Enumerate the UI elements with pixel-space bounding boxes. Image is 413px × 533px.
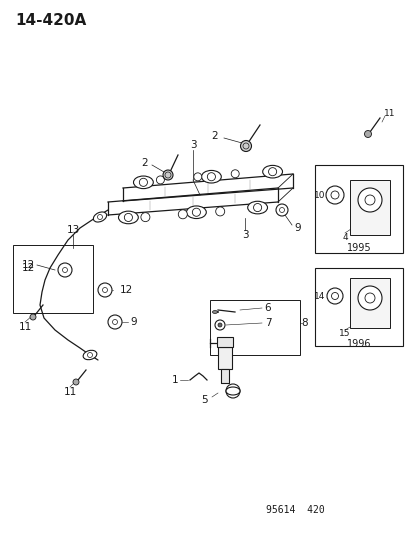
Text: 13: 13 <box>66 225 79 235</box>
Text: 12: 12 <box>120 285 133 295</box>
Circle shape <box>192 208 200 216</box>
Circle shape <box>225 384 240 398</box>
Text: 9: 9 <box>294 223 301 233</box>
Text: 95614  420: 95614 420 <box>265 505 324 515</box>
Text: 3: 3 <box>241 230 248 240</box>
Text: 14: 14 <box>313 292 324 301</box>
Circle shape <box>30 314 36 320</box>
Circle shape <box>108 315 122 329</box>
Text: 3: 3 <box>189 140 196 150</box>
Text: 15: 15 <box>338 328 350 337</box>
Bar <box>314 165 402 253</box>
Bar <box>314 268 402 346</box>
Ellipse shape <box>262 165 282 178</box>
Circle shape <box>112 319 117 325</box>
Circle shape <box>140 213 150 222</box>
Circle shape <box>364 293 374 303</box>
Circle shape <box>364 195 374 205</box>
Bar <box>209 300 299 355</box>
Circle shape <box>363 131 370 138</box>
Circle shape <box>330 191 338 199</box>
Text: 1996: 1996 <box>346 339 370 349</box>
Circle shape <box>357 188 381 212</box>
Text: 6: 6 <box>264 303 271 313</box>
Circle shape <box>279 207 284 213</box>
Circle shape <box>215 207 224 216</box>
Ellipse shape <box>201 171 221 183</box>
Circle shape <box>87 352 92 358</box>
Circle shape <box>240 141 251 151</box>
Ellipse shape <box>212 311 217 313</box>
Ellipse shape <box>247 201 267 214</box>
Circle shape <box>124 213 132 222</box>
Text: 2: 2 <box>141 158 148 168</box>
Text: 14-420A: 14-420A <box>15 12 86 28</box>
Text: 7: 7 <box>264 318 271 328</box>
Text: 4: 4 <box>342 232 347 241</box>
Circle shape <box>331 293 338 300</box>
Circle shape <box>163 170 173 180</box>
Circle shape <box>139 178 147 187</box>
Text: 5: 5 <box>201 395 208 405</box>
Ellipse shape <box>186 206 206 219</box>
Text: 1995: 1995 <box>346 243 370 253</box>
Circle shape <box>178 210 187 219</box>
Ellipse shape <box>225 387 240 395</box>
Text: 1: 1 <box>171 375 178 385</box>
Bar <box>349 278 389 328</box>
Circle shape <box>357 286 381 310</box>
Bar <box>349 180 389 235</box>
Circle shape <box>326 288 342 304</box>
Circle shape <box>242 143 248 149</box>
Circle shape <box>97 214 102 220</box>
Text: 8: 8 <box>301 318 308 328</box>
Circle shape <box>156 176 164 184</box>
Bar <box>13 245 93 313</box>
Text: 12: 12 <box>22 260 35 270</box>
Circle shape <box>218 323 221 327</box>
Circle shape <box>73 379 79 385</box>
Text: 11: 11 <box>63 387 76 397</box>
Ellipse shape <box>83 350 97 360</box>
Circle shape <box>62 268 67 272</box>
Circle shape <box>325 186 343 204</box>
Ellipse shape <box>118 211 138 224</box>
Ellipse shape <box>93 212 107 222</box>
Circle shape <box>253 204 261 212</box>
Circle shape <box>214 320 224 330</box>
Circle shape <box>98 283 112 297</box>
Bar <box>218 347 231 369</box>
Circle shape <box>58 263 72 277</box>
Text: 11: 11 <box>383 109 395 117</box>
Circle shape <box>230 169 239 178</box>
Circle shape <box>165 172 171 178</box>
Text: 12: 12 <box>22 263 35 273</box>
Bar <box>216 337 233 347</box>
Circle shape <box>207 173 215 181</box>
Circle shape <box>268 168 276 176</box>
Circle shape <box>102 287 107 293</box>
Text: 10: 10 <box>313 190 324 199</box>
Bar <box>221 369 228 383</box>
Text: 11: 11 <box>18 322 31 332</box>
Text: 2: 2 <box>211 131 218 141</box>
Circle shape <box>193 173 201 181</box>
Text: 9: 9 <box>130 317 136 327</box>
Circle shape <box>275 204 287 216</box>
Ellipse shape <box>133 176 153 189</box>
